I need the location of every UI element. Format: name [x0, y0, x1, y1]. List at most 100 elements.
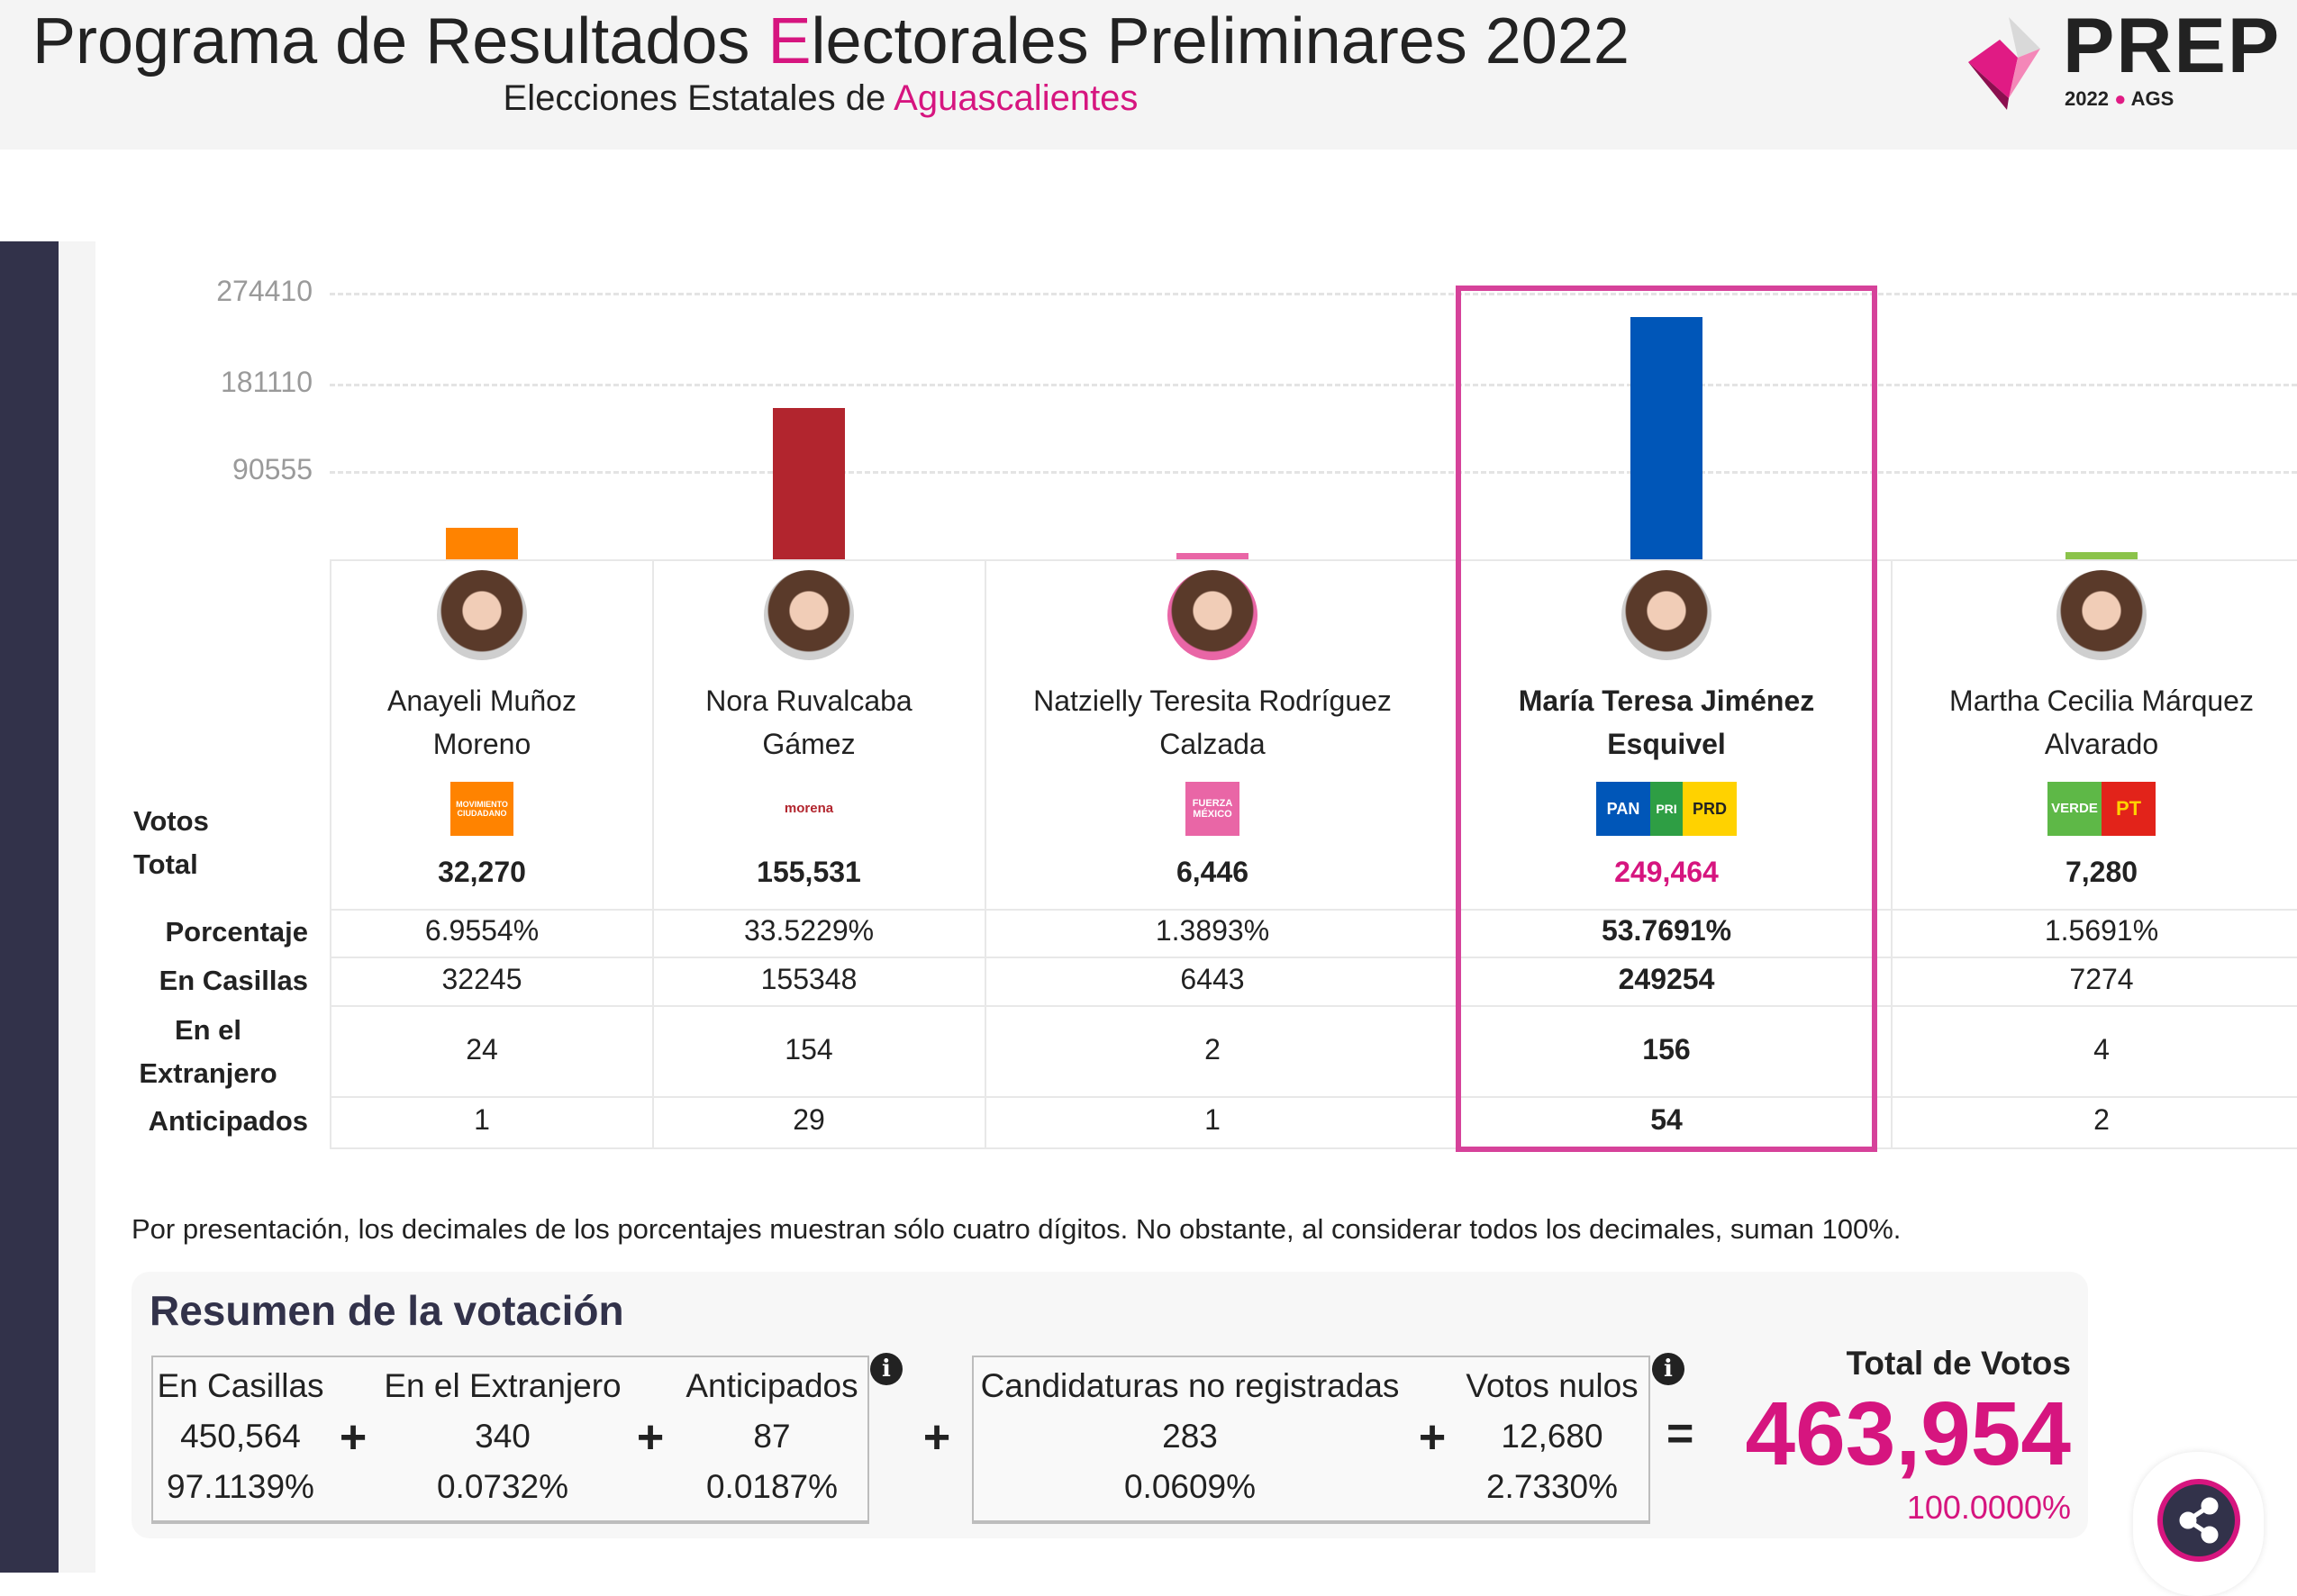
row-label-total: Total: [133, 843, 209, 886]
candidate-photo: [1167, 570, 1257, 660]
summary-value: 340: [475, 1418, 531, 1455]
cell-anticipados: 29: [652, 1103, 966, 1137]
info-icon[interactable]: i: [1652, 1353, 1684, 1385]
page-title: Programa de Resultados Electorales Preli…: [32, 4, 1630, 79]
candidate-name-line2: Calzada: [984, 722, 1441, 766]
subtitle-text: Elecciones Estatales de: [504, 78, 894, 118]
cell-total: 7,280: [1899, 856, 2297, 889]
summary-pct: 2.7330%: [1486, 1468, 1618, 1506]
cell-casillas: 6443: [984, 963, 1441, 996]
prep-diamond-icon: [1964, 13, 2045, 112]
cell-anticipados: 2: [1899, 1103, 2297, 1137]
y-tick-label: 90555: [204, 453, 313, 485]
cell-extranjero: 154: [652, 1033, 966, 1066]
candidate-name-line2: Gámez: [652, 722, 966, 766]
cell-extranjero: 2: [984, 1033, 1441, 1066]
share-button[interactable]: [2157, 1479, 2240, 1562]
summary-label: En el Extranjero: [384, 1367, 621, 1405]
row-label-anticipados: Anticipados: [108, 1105, 308, 1138]
cell-total: 155,531: [652, 856, 966, 889]
row-label-porcentaje: Porcentaje: [108, 916, 308, 948]
party-logo-verde: VERDE: [2047, 782, 2102, 836]
row-divider: [330, 1147, 2297, 1149]
gridline: [330, 471, 2297, 474]
row-divider: [330, 559, 2297, 561]
summary-label: En Casillas: [157, 1367, 323, 1405]
gridline: [330, 293, 2297, 295]
summary-pct: 0.0609%: [1124, 1468, 1256, 1506]
logo-place: AGS: [2131, 87, 2174, 110]
cell-pct: 1.5691%: [1899, 914, 2297, 948]
bar: [773, 408, 845, 559]
logo-year: 2022: [2065, 87, 2109, 110]
party-logo-fuerza-m-xico: FUERZA MÉXICO: [1185, 782, 1239, 836]
title-text: lectorales Preliminares 2022: [811, 5, 1629, 77]
party-logos: FUERZA MÉXICO: [984, 782, 1441, 836]
plus-icon: +: [1419, 1414, 1446, 1461]
gridline: [330, 384, 2297, 386]
bar: [446, 528, 518, 559]
sidebar-gap: [59, 241, 95, 1573]
y-tick-label: 274410: [204, 275, 313, 307]
candidate-name-line2: Moreno: [330, 722, 634, 766]
party-logo-movimiento-ciudadano: MOVIMIENTO CIUDADANO: [450, 782, 513, 836]
summary-label: Anticipados: [685, 1367, 858, 1405]
row-label-votos: Votos: [133, 800, 209, 843]
row-divider: [330, 1005, 2297, 1007]
summary-title: Resumen de la votación: [150, 1286, 624, 1335]
title-highlight: E: [767, 5, 811, 77]
winner-highlight: [1456, 286, 1877, 1152]
candidate-name-line1: Martha Cecilia Márquez: [1899, 679, 2297, 722]
plus-icon: +: [340, 1414, 367, 1461]
candidate-name-line1: Anayeli Muñoz: [330, 679, 634, 722]
summary-label: Candidaturas no registradas: [981, 1367, 1400, 1405]
summary-value: 283: [1162, 1418, 1218, 1455]
cell-pct: 33.5229%: [652, 914, 966, 948]
party-logos: MOVIMIENTO CIUDADANO: [330, 782, 634, 836]
candidate-photo: [2056, 570, 2147, 660]
logo-dot: ●: [2114, 87, 2126, 110]
bar: [1176, 553, 1248, 559]
row-label-extranjero-line1: En el: [108, 1009, 308, 1052]
cell-extranjero: 4: [1899, 1033, 2297, 1066]
summary-pct: 0.0187%: [706, 1468, 838, 1506]
summary-label: Votos nulos: [1466, 1367, 1638, 1405]
summary-pct: 0.0732%: [437, 1468, 568, 1506]
cell-casillas: 7274: [1899, 963, 2297, 996]
row-label-casillas: En Casillas: [108, 965, 308, 997]
cell-anticipados: 1: [984, 1103, 1441, 1137]
candidate-photo: [764, 570, 854, 660]
info-icon[interactable]: i: [870, 1353, 903, 1385]
candidate-photo: [437, 570, 527, 660]
logo-text: PREP: [2063, 9, 2281, 83]
title-text: Programa de Resultados: [32, 5, 767, 77]
cell-casillas: 32245: [330, 963, 634, 996]
row-divider: [330, 1096, 2297, 1098]
cell-casillas: 155348: [652, 963, 966, 996]
row-label-extranjero-line2: Extranjero: [108, 1052, 308, 1095]
candidate-name-line1: Nora Ruvalcaba: [652, 679, 966, 722]
cell-total: 6,446: [984, 856, 1441, 889]
party-logos: morena: [652, 782, 966, 836]
total-votes-label: Total de Votos: [1847, 1346, 2071, 1382]
bar: [2065, 552, 2138, 559]
cell-extranjero: 24: [330, 1033, 634, 1066]
row-divider: [330, 957, 2297, 958]
cell-anticipados: 1: [330, 1103, 634, 1137]
logo-subtext: 2022 ● AGS: [2065, 88, 2174, 110]
candidate-name-line2: Alvarado: [1899, 722, 2297, 766]
summary-value: 450,564: [180, 1418, 301, 1455]
summary-value: 12,680: [1501, 1418, 1602, 1455]
plus-icon: +: [637, 1414, 664, 1461]
prep-logo[interactable]: PREP 2022 ● AGS: [1964, 13, 2279, 112]
sidebar: [0, 241, 59, 1573]
col-divider: [1891, 559, 1893, 1147]
equals-icon: =: [1666, 1410, 1693, 1457]
y-tick-label: 181110: [204, 366, 313, 398]
